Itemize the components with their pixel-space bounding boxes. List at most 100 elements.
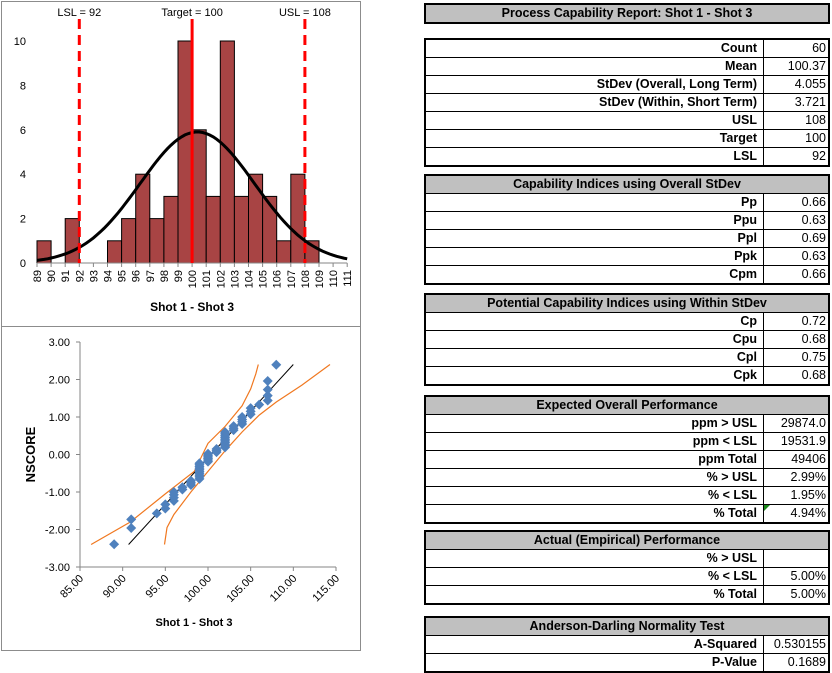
table-row: Cpm 0.66 xyxy=(426,266,828,283)
y-tick-label: 10 xyxy=(14,36,26,48)
row-value-text: 0.72 xyxy=(801,314,826,328)
histogram-bar xyxy=(205,195,221,264)
row-value-text: 0.66 xyxy=(801,267,826,281)
table-row: A-Squared 0.530155 xyxy=(426,636,828,654)
row-label: Cpu xyxy=(426,331,764,348)
data-point xyxy=(220,427,231,438)
row-label: ppm < LSL xyxy=(426,433,764,450)
histogram-bar xyxy=(121,218,137,264)
table-row: USL 108 xyxy=(426,112,828,130)
row-value-text: 49406 xyxy=(791,452,826,466)
row-value[interactable]: 49406 xyxy=(764,451,828,468)
row-value-text: 0.69 xyxy=(801,231,826,245)
row-value[interactable]: 0.63 xyxy=(764,248,828,265)
table-row: Target 100 xyxy=(426,130,828,148)
row-label: P-Value xyxy=(426,654,764,671)
row-value-text: 0.63 xyxy=(801,213,826,227)
x-tick-label: 109 xyxy=(314,270,326,288)
row-value-text: 2.99% xyxy=(790,470,826,484)
row-value[interactable]: 0.68 xyxy=(764,367,828,384)
probability-plot-chart: 3.00 2.00 1.00 0.00 -1.00 -2.00 -3.00 85.00 90.0… xyxy=(1,326,361,651)
row-value-text: 1.95% xyxy=(790,488,826,502)
row-value-text: 0.63 xyxy=(801,249,826,263)
y-tick-label: 2 xyxy=(20,214,26,226)
histogram-bar xyxy=(191,129,207,264)
table-row: ppm < LSL 19531.9 xyxy=(426,433,828,451)
row-value-text: 0.530155 xyxy=(773,637,826,651)
row-value-text: 0.1689 xyxy=(787,655,826,669)
row-value[interactable]: 60 xyxy=(764,40,828,57)
histogram-bar xyxy=(64,218,80,264)
row-value-text: 0.75 xyxy=(801,350,826,364)
table-row: StDev (Within, Short Term) 3.721 xyxy=(426,94,828,112)
data-point xyxy=(202,448,213,459)
histogram-bar xyxy=(219,40,235,264)
row-value[interactable]: 5.00% xyxy=(764,568,828,585)
table-row: StDev (Overall, Long Term) 4.055 xyxy=(426,76,828,94)
row-value[interactable]: 0.63 xyxy=(764,212,828,229)
row-value-text: 100.37 xyxy=(787,59,826,73)
row-value[interactable]: 4.94% xyxy=(764,505,828,522)
row-value[interactable]: 100.37 xyxy=(764,58,828,75)
row-value[interactable]: 1.95% xyxy=(764,487,828,504)
actual-performance-table: Actual (Empirical) Performance% > USL% <… xyxy=(424,530,830,605)
row-value-text: 0.66 xyxy=(801,195,826,209)
row-label: StDev (Within, Short Term) xyxy=(426,94,764,111)
y-tick-label: 0 xyxy=(20,258,26,270)
row-value[interactable] xyxy=(764,550,828,567)
row-value[interactable]: 100 xyxy=(764,130,828,147)
row-value[interactable]: 0.66 xyxy=(764,266,828,283)
y-tick-label: -1.00 xyxy=(45,487,70,499)
upper-confidence-band xyxy=(90,364,259,546)
y-axis-title: NSCORE xyxy=(23,426,38,482)
row-value[interactable]: 29874.0 xyxy=(764,415,828,432)
row-value-text: 19531.9 xyxy=(780,434,826,448)
row-value[interactable]: 0.75 xyxy=(764,349,828,366)
row-value[interactable]: 0.66 xyxy=(764,194,828,211)
row-value[interactable]: 5.00% xyxy=(764,586,828,603)
x-tick-label: 97 xyxy=(145,270,157,282)
row-value-text: 5.00% xyxy=(790,569,826,583)
x-tick-label: 105.00 xyxy=(224,573,256,605)
row-value-text: 4.94% xyxy=(790,506,826,520)
row-value[interactable]: 2.99% xyxy=(764,469,828,486)
row-value-text: 29874.0 xyxy=(780,416,826,430)
x-tick-label: 115.00 xyxy=(310,573,342,605)
y-tick-label: 8 xyxy=(20,80,26,92)
x-tick-label: 90.00 xyxy=(101,573,129,601)
table-row: ppm Total 49406 xyxy=(426,451,828,469)
expected-performance-table: Expected Overall Performance ppm > USL 298… xyxy=(424,395,830,524)
row-value-text: 100 xyxy=(805,131,826,145)
data-point xyxy=(160,499,171,510)
row-value[interactable]: 0.1689 xyxy=(764,654,828,671)
y-tick-label: 3.00 xyxy=(49,337,70,349)
row-label: ppm > USL xyxy=(426,415,764,432)
row-label: Pp xyxy=(426,194,764,211)
row-label: % < LSL xyxy=(426,487,764,504)
row-value[interactable]: 0.68 xyxy=(764,331,828,348)
row-value[interactable]: 0.530155 xyxy=(764,636,828,653)
histogram-bar xyxy=(233,195,249,264)
row-label: StDev (Overall, Long Term) xyxy=(426,76,764,93)
row-value[interactable]: 92 xyxy=(764,148,828,165)
reference-line-label: LSL = 92 xyxy=(57,7,101,19)
x-axis-title: Shot 1 - Shot 3 xyxy=(155,617,232,629)
row-value[interactable]: 0.72 xyxy=(764,313,828,330)
x-tick-label: 107 xyxy=(286,270,298,288)
x-tick-label: 110.00 xyxy=(268,573,300,605)
row-label: Count xyxy=(426,40,764,57)
row-label: Cpk xyxy=(426,367,764,384)
y-tick-label: -2.00 xyxy=(45,525,70,537)
row-value[interactable]: 4.055 xyxy=(764,76,828,93)
table-row: Ppl 0.69 xyxy=(426,230,828,248)
row-label: Ppu xyxy=(426,212,764,229)
x-tick-label: 98 xyxy=(159,270,171,282)
row-value[interactable]: 0.69 xyxy=(764,230,828,247)
report-title: Process Capability Report: Shot 1 - Shot… xyxy=(424,3,830,24)
y-tick-label: 6 xyxy=(20,125,26,137)
row-value[interactable]: 108 xyxy=(764,112,828,129)
row-value[interactable]: 19531.9 xyxy=(764,433,828,450)
row-value[interactable]: 3.721 xyxy=(764,94,828,111)
table-row: % > USL 2.99% xyxy=(426,469,828,487)
summary-table: Count 60 Mean 100.37 StDev (Overall, Long Te… xyxy=(424,38,830,167)
